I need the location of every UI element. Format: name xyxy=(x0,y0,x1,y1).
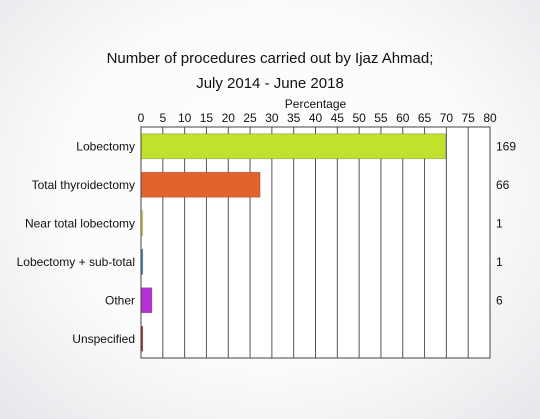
x-tick-label: 60 xyxy=(396,111,410,125)
count-label: 66 xyxy=(496,178,510,192)
x-tick-label: 30 xyxy=(265,111,279,125)
count-label: 1 xyxy=(496,255,503,269)
category-label: Near total lobectomy xyxy=(25,216,135,230)
x-tick-label: 70 xyxy=(440,111,454,125)
category-label: Total thyroidectomy xyxy=(32,178,135,192)
count-label: 169 xyxy=(496,139,516,153)
x-tick-label: 65 xyxy=(418,111,432,125)
x-tick-label: 80 xyxy=(483,111,497,125)
x-axis-title: Percentage xyxy=(285,97,347,111)
chart-title: Number of procedures carried out by Ijaz… xyxy=(106,50,434,67)
category-label: Lobectomy + sub-total xyxy=(17,255,135,269)
x-tick-label: 10 xyxy=(178,111,192,125)
x-tick-label: 55 xyxy=(374,111,388,125)
category-label: Other xyxy=(105,293,135,307)
x-tick-label: 25 xyxy=(243,111,257,125)
bar xyxy=(140,287,153,314)
plot-border xyxy=(140,126,491,359)
bar xyxy=(140,171,261,198)
x-tick-label: 5 xyxy=(159,111,166,125)
chart-subtitle: July 2014 - June 2018 xyxy=(196,75,344,92)
bar xyxy=(140,133,446,160)
x-tick-label: 50 xyxy=(352,111,366,125)
x-tick-label: 20 xyxy=(222,111,236,125)
count-label: 6 xyxy=(496,293,503,307)
x-tick-label: 35 xyxy=(287,111,301,125)
x-tick-label: 15 xyxy=(200,111,214,125)
x-tick-label: 0 xyxy=(138,111,145,125)
category-label: Lobectomy xyxy=(76,139,135,153)
category-label: Unspecified xyxy=(72,332,135,346)
count-label: 1 xyxy=(496,216,503,230)
x-tick-label: 45 xyxy=(331,111,345,125)
x-tick-label: 75 xyxy=(462,111,476,125)
x-tick-label: 40 xyxy=(309,111,323,125)
